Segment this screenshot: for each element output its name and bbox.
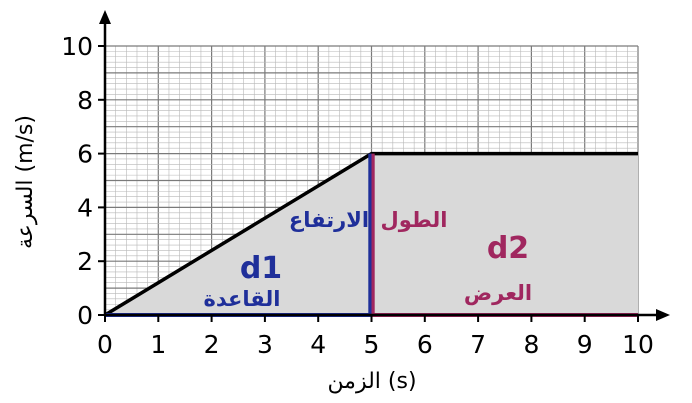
y-tick-label: 6 <box>77 140 93 169</box>
x-tick-label: 4 <box>310 330 326 359</box>
x-tick-label: 0 <box>97 330 113 359</box>
y-axis-label: السرعة (m/s) <box>13 115 38 249</box>
x-tick-label: 1 <box>150 330 166 359</box>
x-axis-arrow <box>656 309 670 321</box>
tick-labels: 0 1 2 3 4 5 6 7 8 9 10 0 2 4 6 8 10 <box>61 32 654 359</box>
y-tick-label: 10 <box>61 32 93 61</box>
y-tick-label: 4 <box>77 193 93 222</box>
x-axis-label: الزمن (s) <box>327 369 416 394</box>
d2-label: d2 <box>487 231 529 266</box>
x-tick-label: 3 <box>257 330 273 359</box>
d1-height-label: الارتفاع <box>289 208 369 232</box>
d2-height-label: الطول <box>381 208 448 232</box>
x-tick-label: 10 <box>622 330 654 359</box>
axes <box>98 10 670 322</box>
y-tick-label: 8 <box>77 86 93 115</box>
y-axis-arrow <box>99 10 111 24</box>
x-tick-label: 6 <box>417 330 433 359</box>
y-tick-label: 2 <box>77 247 93 276</box>
x-tick-label: 5 <box>364 330 380 359</box>
d1-base-label: القاعدة <box>204 287 281 311</box>
d2-base-label: العرض <box>464 281 532 305</box>
d1-label: d1 <box>240 251 282 286</box>
x-tick-label: 7 <box>470 330 486 359</box>
region-d2-fill <box>371 153 638 315</box>
x-tick-label: 9 <box>577 330 593 359</box>
y-tick-label: 0 <box>77 301 93 330</box>
x-tick-label: 2 <box>204 330 220 359</box>
x-tick-label: 8 <box>523 330 539 359</box>
